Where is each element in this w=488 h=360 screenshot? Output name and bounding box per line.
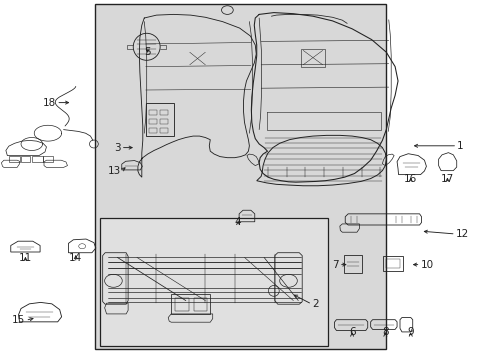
Bar [344,255,361,273]
Bar [160,110,167,115]
Text: 7: 7 [331,260,338,270]
Text: 16: 16 [403,174,417,184]
Bar [160,128,167,133]
Bar [100,218,327,346]
Bar [382,256,403,271]
Text: 10: 10 [420,260,433,270]
Text: 5: 5 [144,47,151,57]
Text: 13: 13 [107,166,121,176]
Text: 18: 18 [43,98,56,108]
Text: 1: 1 [456,141,463,151]
Text: 6: 6 [348,327,355,337]
Text: 4: 4 [234,217,241,227]
Bar [160,119,167,124]
Bar [386,259,399,268]
Bar [43,156,53,162]
Text: 11: 11 [19,253,32,263]
Text: 12: 12 [455,229,468,239]
Bar [149,119,157,124]
Bar [145,103,174,136]
Bar [95,4,386,349]
Text: 8: 8 [381,327,388,337]
Bar [20,156,30,162]
Bar [149,128,157,133]
Text: 15: 15 [12,315,25,325]
Bar [193,298,207,311]
Text: 2: 2 [311,299,318,309]
Bar [300,49,325,67]
Bar [171,294,210,314]
Text: 17: 17 [440,174,453,184]
Text: 9: 9 [407,327,413,337]
Bar [32,156,42,162]
Text: 14: 14 [69,253,82,263]
Bar [149,110,157,115]
Bar [9,156,20,162]
Text: 3: 3 [114,143,121,153]
Bar [175,298,188,311]
